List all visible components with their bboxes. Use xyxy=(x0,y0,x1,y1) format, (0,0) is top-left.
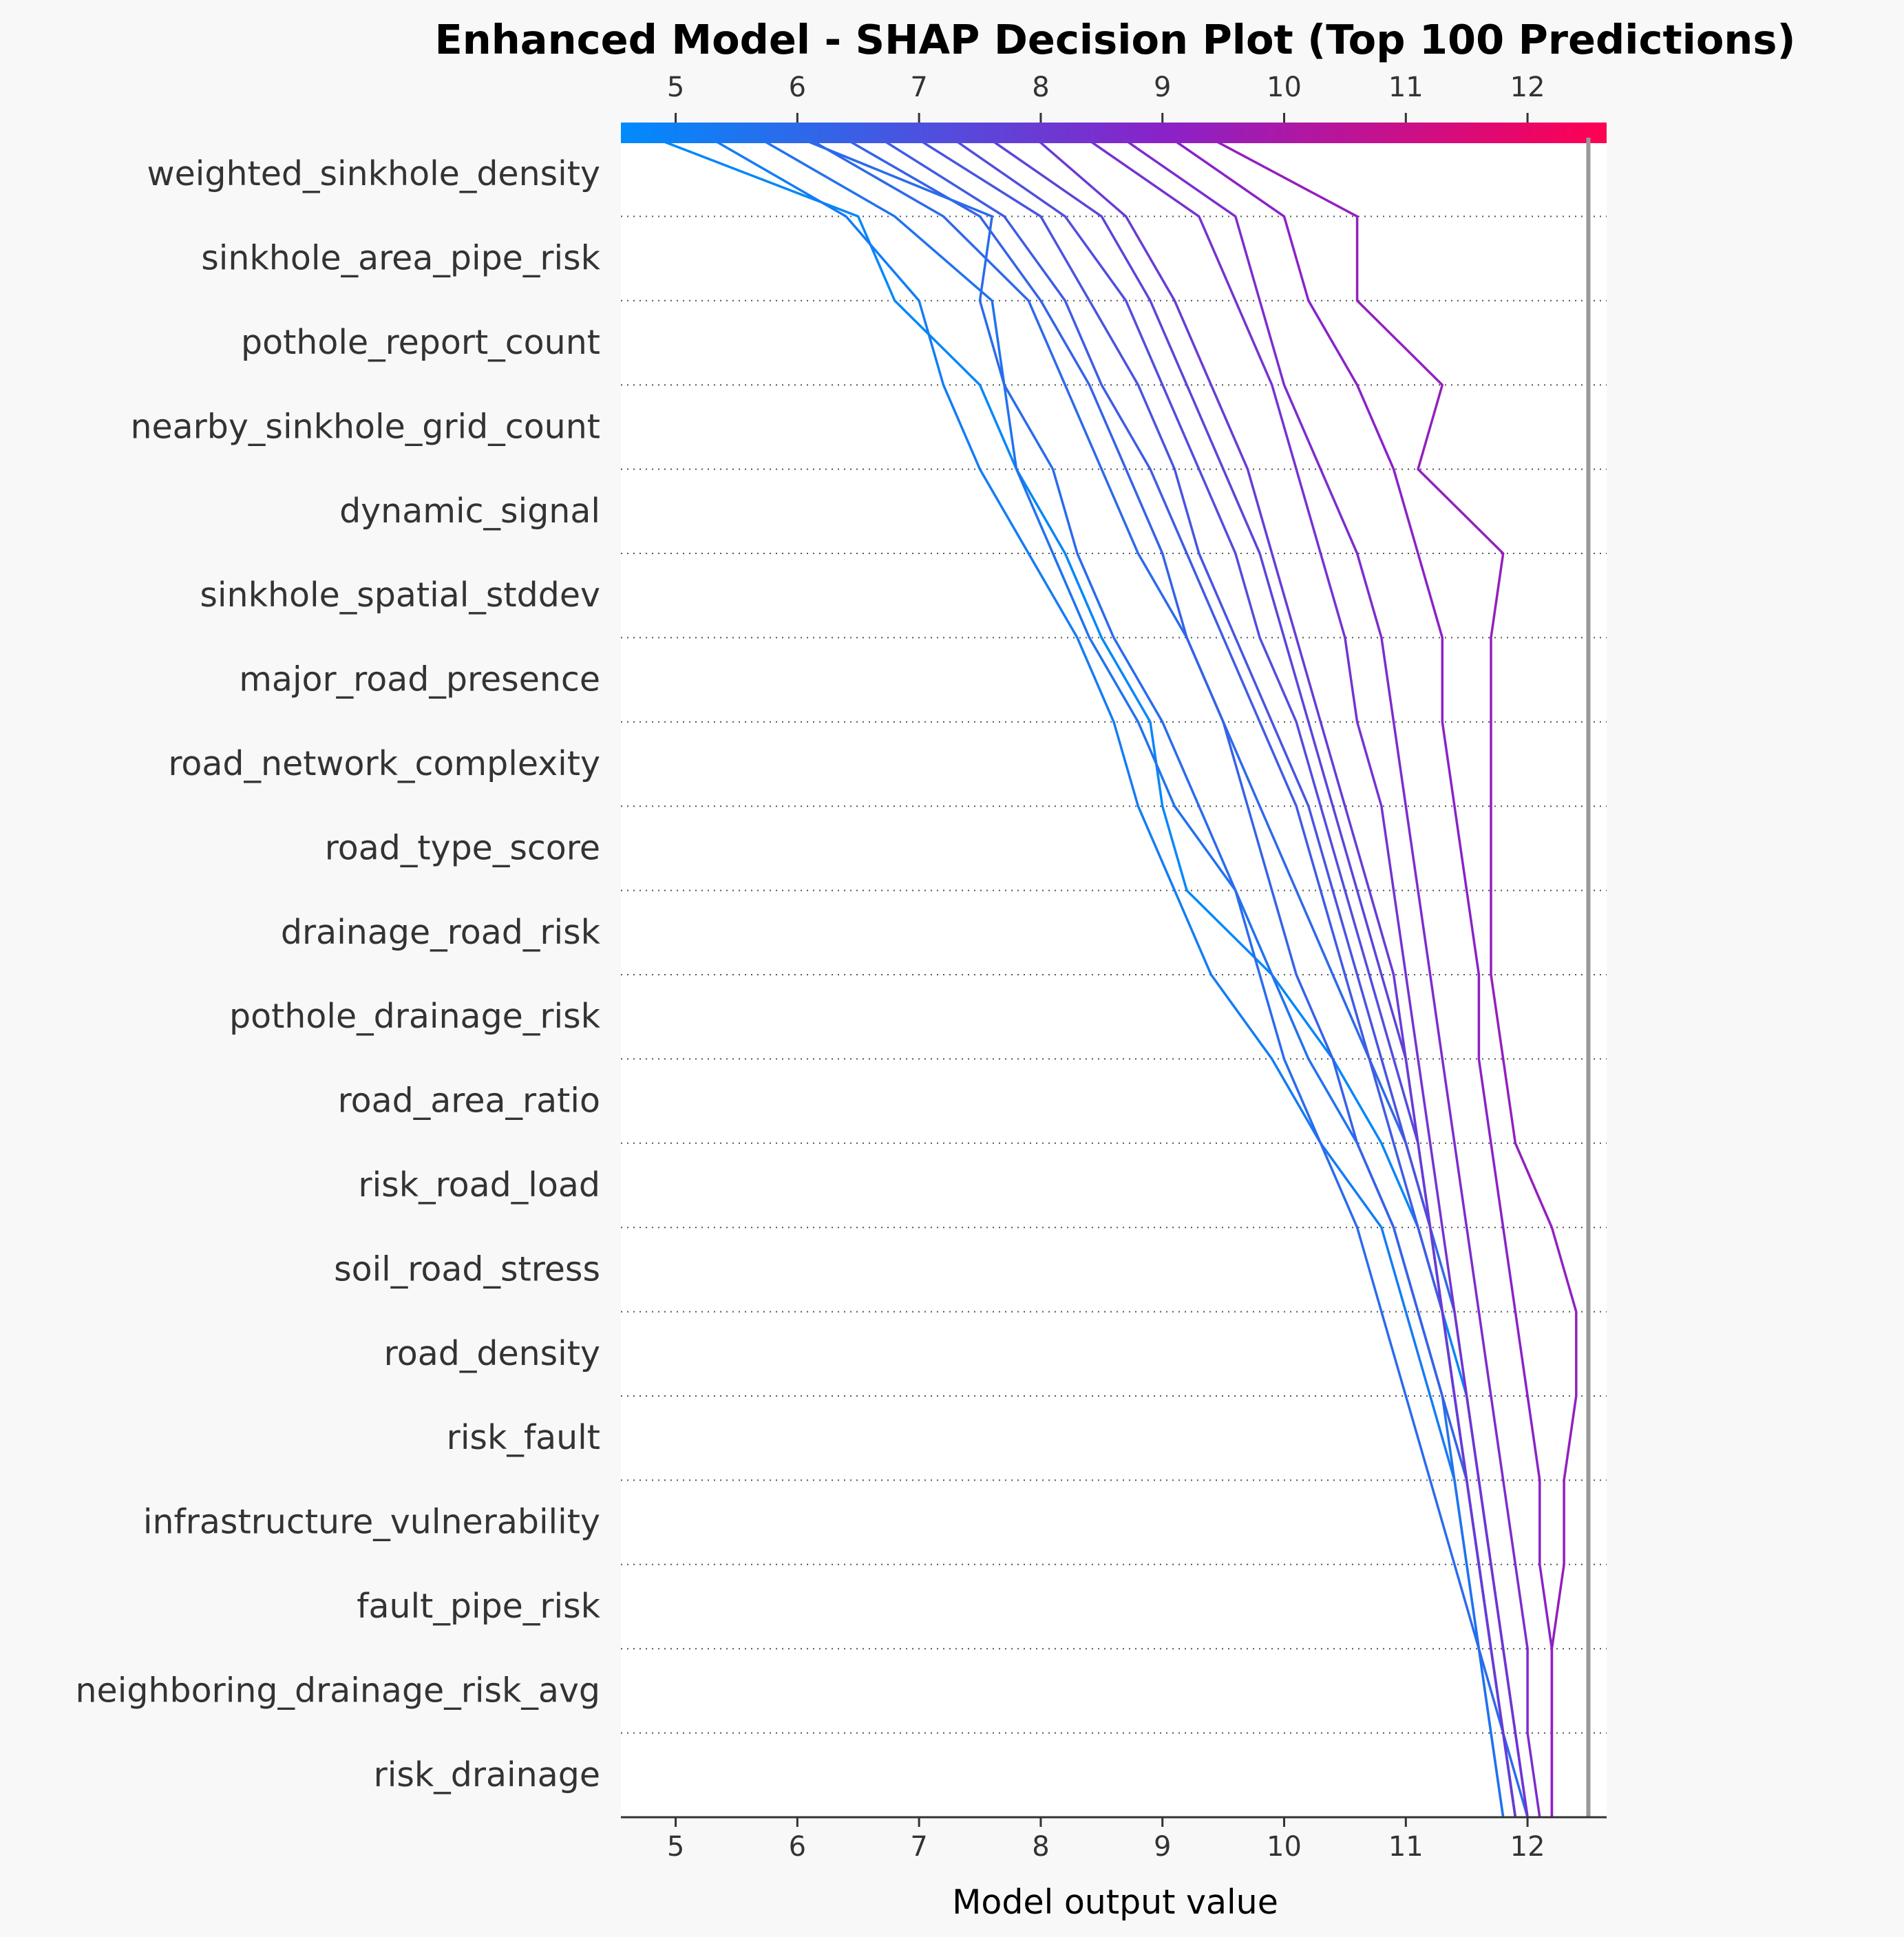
x-tick-label-bottom: 11 xyxy=(1388,1831,1424,1863)
feature-label: risk_drainage xyxy=(374,1755,600,1795)
plot-background xyxy=(621,132,1607,1817)
feature-label: major_road_presence xyxy=(239,660,600,699)
feature-label: drainage_road_risk xyxy=(281,913,601,952)
decision-path-line xyxy=(748,131,1505,1818)
feature-label: risk_fault xyxy=(447,1418,600,1457)
x-tick-label-top: 8 xyxy=(1032,72,1049,103)
x-tick-label-bottom: 8 xyxy=(1032,1831,1049,1863)
feature-label: sinkhole_area_pipe_risk xyxy=(201,239,600,278)
feature-label: risk_road_load xyxy=(358,1165,600,1205)
x-tick-label-top: 12 xyxy=(1510,72,1545,103)
chart-title: Enhanced Model - SHAP Decision Plot (Top… xyxy=(434,16,1795,63)
x-axis-label: Model output value xyxy=(952,1883,1278,1922)
x-tick-label-top: 7 xyxy=(910,72,927,103)
decision-path-line xyxy=(1077,131,1529,1818)
x-tick-label-bottom: 10 xyxy=(1267,1831,1302,1863)
x-tick-label-bottom: 5 xyxy=(667,1831,684,1863)
x-tick-label-bottom: 6 xyxy=(789,1831,806,1863)
x-tick-label-bottom: 12 xyxy=(1510,1831,1545,1863)
x-tick-label-bottom: 7 xyxy=(910,1831,927,1863)
feature-label: pothole_report_count xyxy=(241,323,600,362)
feature-label: neighboring_drainage_risk_avg xyxy=(76,1671,601,1710)
x-tick-label-top: 6 xyxy=(789,72,806,103)
feature-label: nearby_sinkhole_grid_count xyxy=(130,407,600,446)
feature-label: infrastructure_vulnerability xyxy=(143,1503,600,1542)
feature-label: road_type_score xyxy=(325,828,600,867)
decision-path-line xyxy=(1028,131,1517,1818)
feature-label: road_density xyxy=(384,1334,600,1373)
decision-path-line xyxy=(1198,131,1578,1817)
x-tick-label-top: 5 xyxy=(667,72,684,103)
decision-path-line xyxy=(785,131,1529,1818)
feature-label: weighted_sinkhole_density xyxy=(147,154,601,193)
feature-label: dynamic_signal xyxy=(339,491,600,531)
feature-label: pothole_drainage_risk xyxy=(229,997,601,1036)
x-tick-label-top: 10 xyxy=(1267,72,1302,103)
x-tick-label-top: 9 xyxy=(1154,72,1171,103)
x-tick-label-bottom: 9 xyxy=(1154,1831,1171,1863)
feature-label: road_network_complexity xyxy=(168,744,600,783)
decision-path-line xyxy=(1161,131,1554,1817)
feature-label: soil_road_stress xyxy=(334,1249,600,1289)
feature-label: sinkhole_spatial_stddev xyxy=(200,575,600,615)
feature-label: road_area_ratio xyxy=(338,1081,600,1121)
feature-label: fault_pipe_risk xyxy=(357,1587,600,1626)
x-tick-label-top: 11 xyxy=(1388,72,1424,103)
decision-path-line xyxy=(1113,131,1541,1818)
